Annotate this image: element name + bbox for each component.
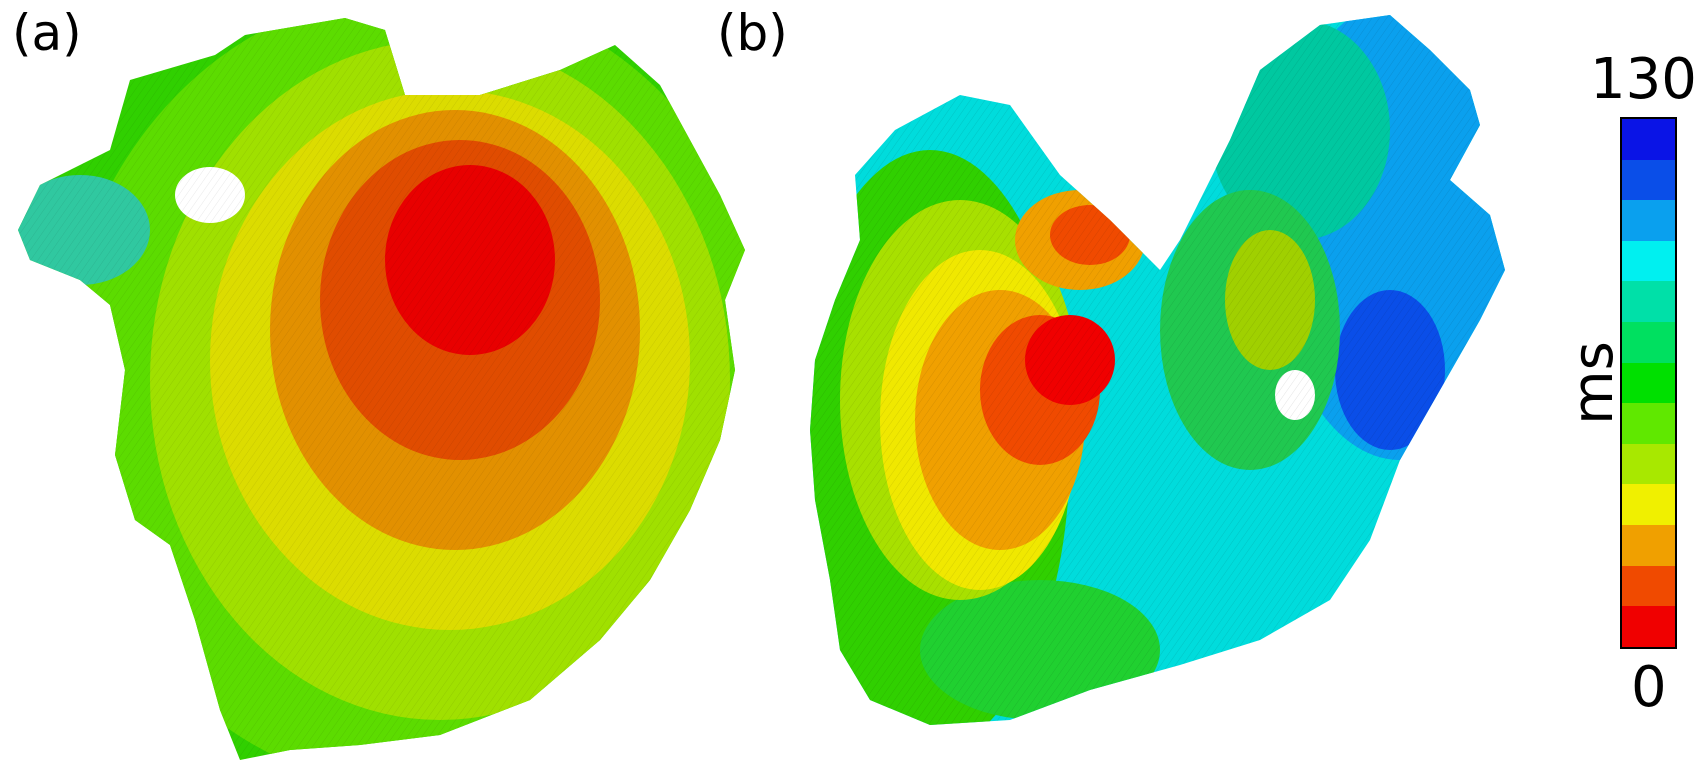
panel-a-activation-map (18, 18, 745, 760)
colorbar-band (1622, 606, 1675, 647)
colorbar-band (1622, 159, 1675, 201)
colorbar-max-label: 130 (1590, 47, 1697, 112)
colorbar-band (1622, 525, 1675, 566)
panel-label-b: (b) (717, 4, 788, 62)
colorbar-band (1622, 362, 1675, 404)
colorbar-band (1622, 322, 1675, 363)
colorbar-band (1622, 281, 1675, 323)
colorbar-band (1622, 240, 1675, 282)
colorbar-band (1622, 403, 1675, 444)
panel-label-a: (a) (12, 4, 82, 62)
colorbar-band (1622, 565, 1675, 607)
colorbar (1620, 117, 1677, 649)
colorbar-band (1622, 119, 1675, 160)
colorbar-band (1622, 443, 1675, 485)
colorbar-band (1622, 484, 1675, 526)
panel-b-activation-map (810, 15, 1505, 725)
colorbar-band (1622, 200, 1675, 241)
colorbar-min-label: 0 (1631, 655, 1667, 720)
colorbar-unit-label: ms (1560, 341, 1626, 425)
